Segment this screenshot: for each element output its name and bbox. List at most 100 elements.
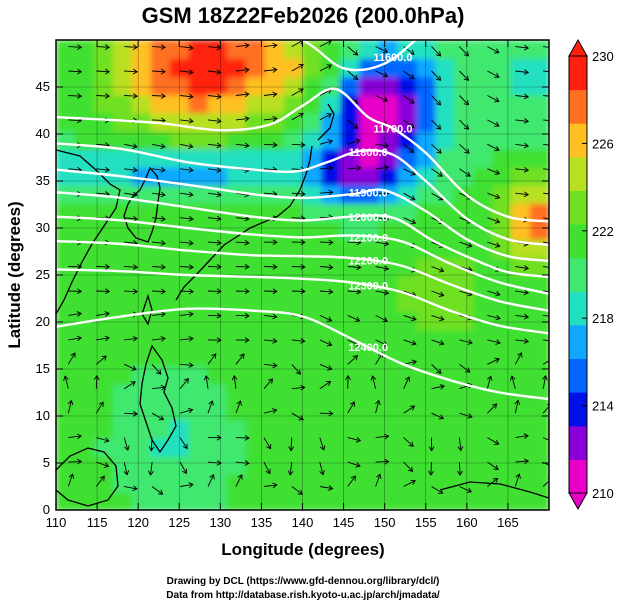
streamline-arrow [148,470,154,476]
field-cell [321,473,342,493]
streamline [179,409,193,414]
streamline [431,385,445,390]
field-cell [511,419,532,439]
streamline [431,143,442,154]
field-cell [207,76,228,96]
streamline [180,119,194,122]
streamline [543,217,549,220]
field-cell [397,383,418,403]
streamline-arrow [410,195,416,201]
streamline-arrow [523,458,530,465]
streamline [124,363,137,371]
streamline [123,381,136,390]
field-cell [93,112,114,132]
field-cell [435,455,456,475]
streamline-arrow [464,148,470,154]
field-cell [226,202,247,222]
colorbar-cell [569,459,587,494]
field-cell [75,455,95,475]
field-cell [511,329,532,349]
streamline [124,486,138,490]
field-cell [112,76,133,96]
streamline-arrow [428,446,435,452]
field-cell [283,347,304,367]
field-cell [302,256,323,276]
streamline [96,168,110,171]
streamline-arrow [160,143,166,150]
streamline-arrow [188,191,194,198]
streamline [347,119,358,129]
streamline-arrow [288,446,295,452]
streamline-arrow [435,124,442,130]
y-tick-label: 0 [43,502,50,517]
field-cell [435,40,456,60]
streamline [542,480,549,487]
streamline-arrow [216,337,222,343]
wind-streamlines [63,40,549,495]
colorbar-tick-label: 210 [592,486,614,501]
field-cell [473,112,494,132]
field-cell [75,437,95,457]
streamline [347,461,361,467]
field-cell [93,148,114,168]
streamline [319,363,332,370]
streamline-arrow [466,242,473,248]
streamline-arrow [216,167,222,173]
field-cell [188,94,209,114]
streamline-arrow [132,191,138,198]
field-cell [131,311,152,331]
streamline-arrow [157,489,164,495]
streamline-arrow [523,191,530,198]
field-cell [56,491,76,510]
y-tick-label: 25 [36,267,50,282]
field-cell [245,58,266,78]
streamline-arrow [265,468,271,475]
streamline-arrow [523,118,530,124]
streamline [375,143,389,147]
streamline [207,400,213,414]
field-cell [150,58,171,78]
streamline-arrow [244,67,250,73]
field-cell [264,275,285,295]
field-cell [530,184,549,204]
field-cell [321,419,342,439]
field-cell [207,293,228,313]
field-cell [112,202,133,222]
field-cell [245,347,266,367]
field-cell [473,40,494,60]
streamline-arrow [523,433,529,440]
field-cell [169,293,190,313]
field-cell [188,256,209,276]
streamline [543,339,549,342]
streamline-arrow [188,44,194,51]
field-cell [378,437,399,457]
streamline [151,364,162,375]
streamline-arrow [298,415,304,421]
streamline-arrow [409,123,415,129]
streamline [543,241,549,244]
streamline [123,461,128,475]
streamline [487,70,500,78]
streamline [403,95,415,104]
field-cell [492,166,513,186]
field-cell [150,347,171,367]
streamline [319,64,332,72]
streamline [263,69,277,72]
streamline [459,46,469,57]
streamline [124,217,138,220]
streamline-arrow [382,72,389,78]
streamline-arrow [350,475,356,481]
streamline [68,95,82,97]
streamline-arrow [216,142,222,149]
field-cell [359,112,380,132]
streamline [347,70,358,80]
streamline [207,474,215,487]
field-cell [264,76,285,96]
colorbar-tick-label: 214 [592,399,614,414]
streamline-arrow [407,466,414,473]
contour-line [56,168,549,263]
field-cell [340,293,361,313]
streamline-arrow [491,403,498,409]
streamline-arrow [272,482,278,489]
streamline-arrow [384,458,390,465]
